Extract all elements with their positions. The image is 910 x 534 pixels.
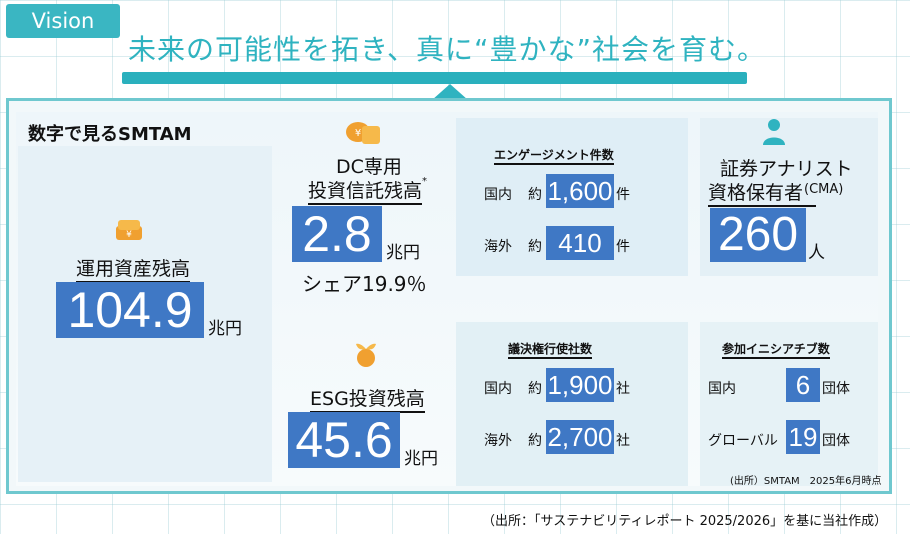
person-icon: [763, 119, 785, 145]
initiatives-value-global: 19: [786, 420, 820, 454]
esg-unit: 兆円: [404, 449, 438, 469]
voting-value-domestic: 1,900: [546, 368, 614, 402]
initiatives-card: [700, 322, 878, 486]
piggy-icon: ¥: [346, 122, 380, 144]
esg-value: 45.6: [288, 412, 400, 468]
engagement-region-domestic: 国内: [484, 187, 512, 203]
voting-value-overseas: 2,700: [546, 420, 614, 454]
cma-label-line1: 証券アナリスト: [720, 158, 853, 180]
cma-value: 260: [710, 208, 806, 262]
voting-approx-domestic: 約: [528, 381, 542, 397]
engagement-unit-overseas: 件: [616, 239, 630, 255]
voting-region-domestic: 国内: [484, 381, 512, 397]
svg-text:¥: ¥: [126, 230, 132, 240]
voting-unit-overseas: 社: [616, 433, 630, 449]
svg-text:¥: ¥: [355, 128, 361, 139]
initiatives-value-domestic: 6: [786, 368, 820, 402]
engagement-region-overseas: 海外: [484, 239, 512, 255]
engagement-approx-domestic: 約: [528, 187, 542, 203]
source-note: (出所）SMTAM 2025年6月時点: [730, 476, 882, 487]
voting-approx-overseas: 約: [528, 433, 542, 449]
dc-label-line2: 投資信託残高: [308, 176, 423, 205]
tagline-underline: [122, 72, 747, 84]
dc-value: 2.8: [292, 206, 382, 262]
initiatives-title: 参加イニシアチブ数: [722, 340, 830, 359]
cma-label-suffix: (CMA): [804, 182, 844, 197]
footer-citation: （出所：「サステナビリティレポート 2025/2026」を基に当社作成）: [482, 514, 888, 529]
voting-region-overseas: 海外: [484, 433, 512, 449]
voting-title: 議決権行使社数: [508, 340, 593, 359]
coins-icon: ¥: [116, 220, 142, 240]
initiatives-unit-global: 団体: [822, 433, 850, 449]
vision-tab: Vision: [6, 4, 120, 38]
aum-value: 104.9: [56, 282, 204, 338]
tagline: 未来の可能性を拓き、真に“豊かな”社会を育む。: [128, 33, 767, 66]
cma-label-line2: 資格保有者: [708, 178, 816, 207]
engagement-title: エンゲージメント件数: [494, 146, 614, 165]
initiatives-unit-domestic: 団体: [822, 381, 850, 397]
dc-share: シェア19.9％: [302, 272, 427, 296]
voting-unit-domestic: 社: [616, 381, 630, 397]
voting-card: [456, 322, 688, 486]
aum-label: 運用資産残高: [76, 254, 191, 283]
initiatives-region-domestic: 国内: [708, 381, 736, 397]
dc-label-line1: DC専用: [336, 156, 402, 178]
cma-unit: 人: [808, 243, 825, 263]
engagement-approx-overseas: 約: [528, 239, 542, 255]
esg-label: ESG投資残高: [310, 384, 425, 413]
panel-title: 数字で見るSMTAM: [28, 124, 192, 145]
dc-unit: 兆円: [386, 243, 420, 263]
engagement-unit-domestic: 件: [616, 187, 630, 203]
dc-note-mark: *: [422, 176, 427, 187]
aum-unit: 兆円: [208, 319, 242, 339]
sprout-coin-icon: [356, 343, 376, 367]
initiatives-region-global: グローバル: [708, 433, 778, 449]
engagement-value-overseas: 410: [546, 226, 614, 260]
engagement-value-domestic: 1,600: [546, 174, 614, 208]
